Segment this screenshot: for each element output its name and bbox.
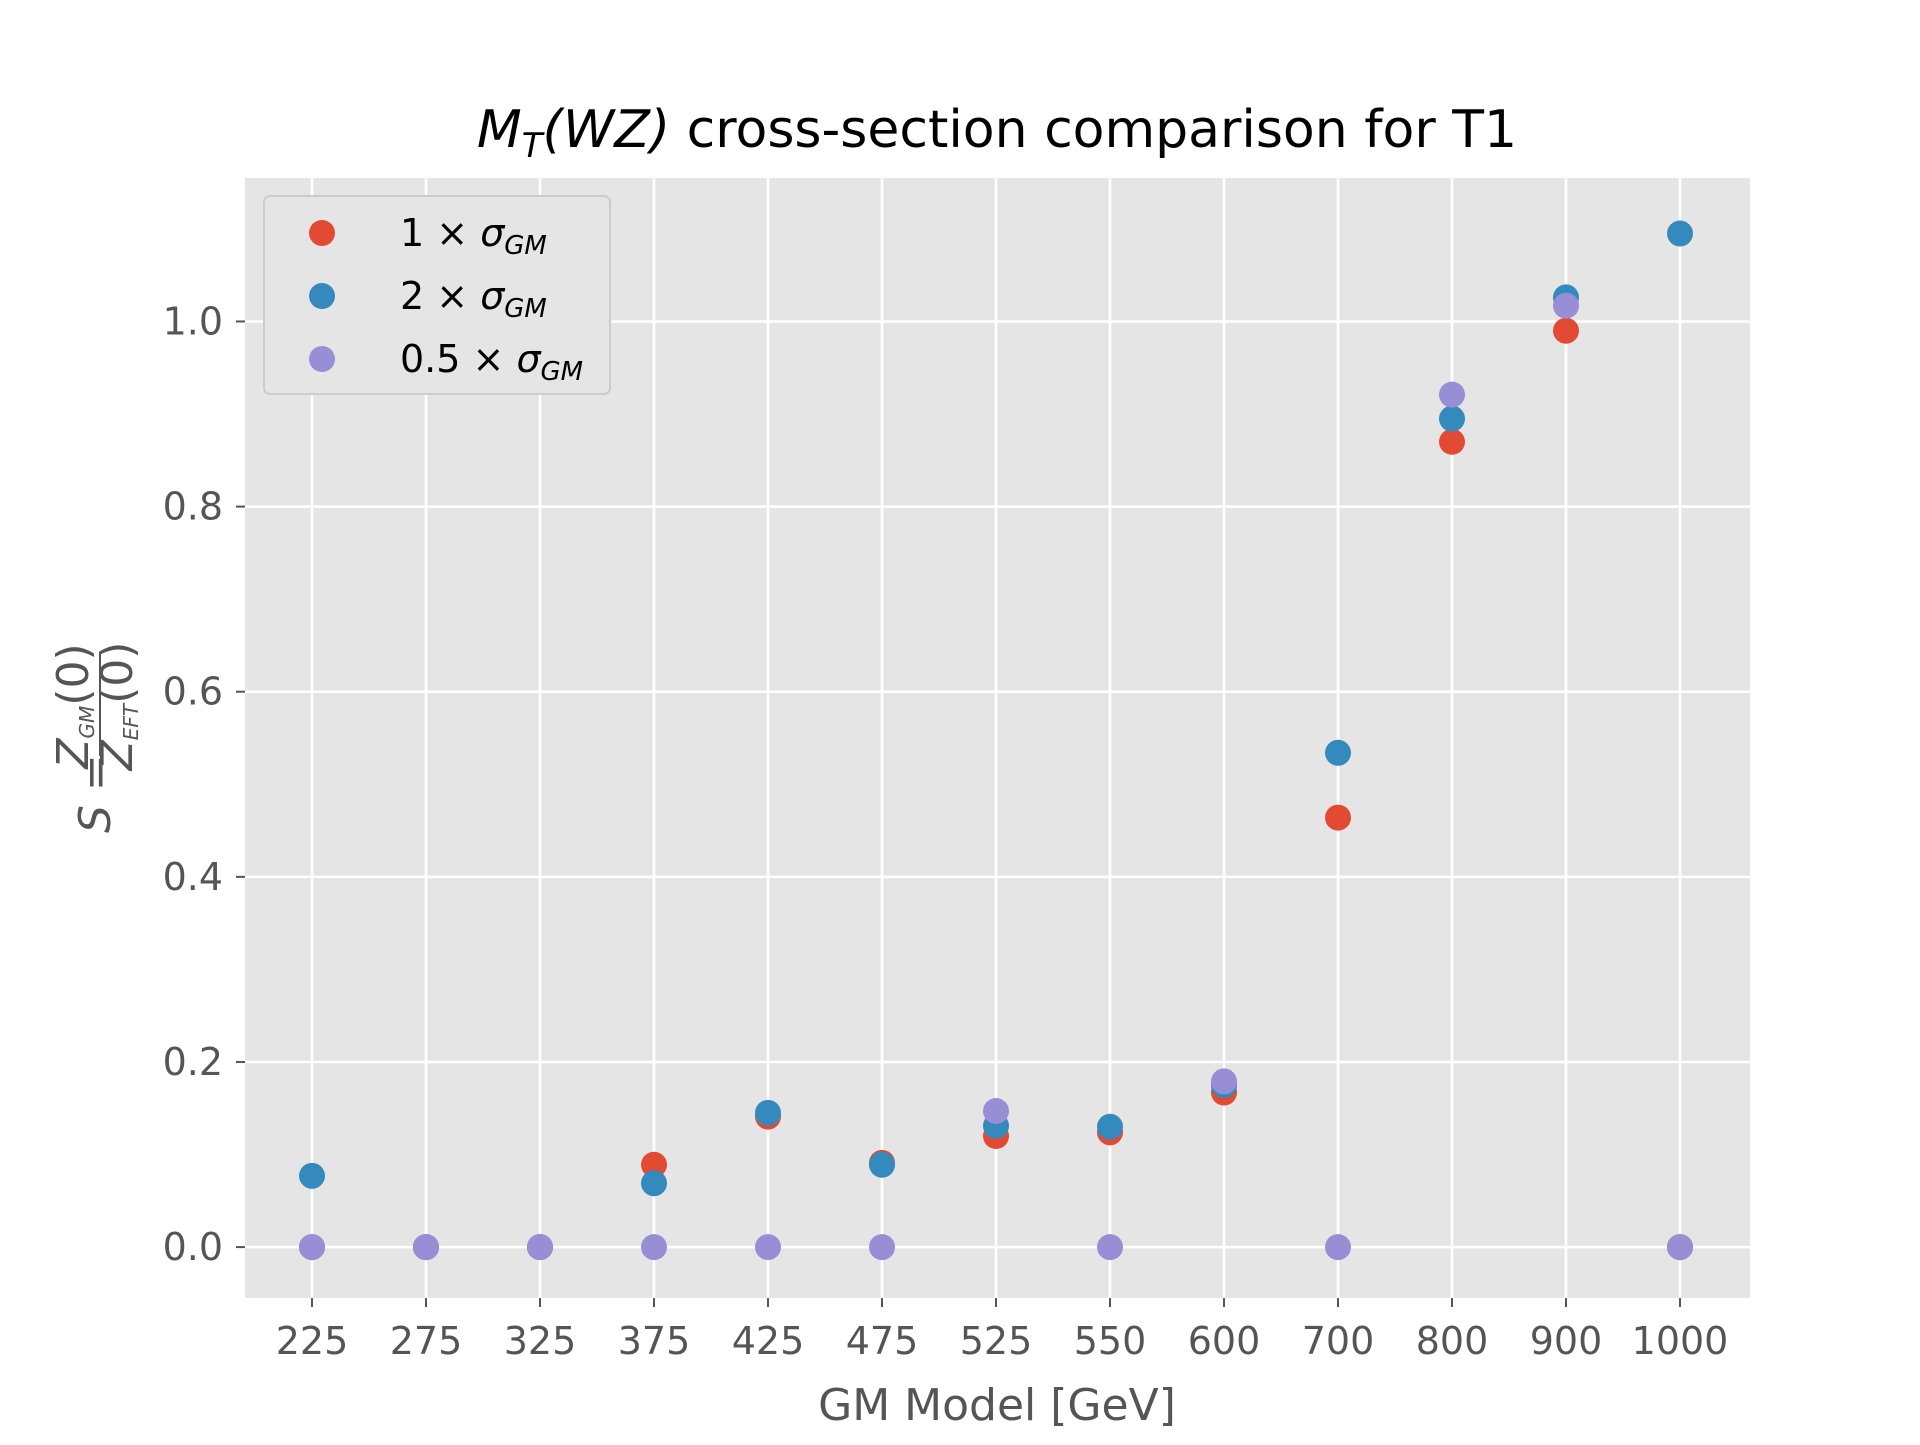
x-tick-label: 425 xyxy=(732,1319,805,1363)
data-point-0-5x xyxy=(755,1234,781,1261)
y-tick-label: 0.2 xyxy=(163,1040,223,1084)
data-point-2x xyxy=(1097,1113,1123,1140)
x-tick-label: 900 xyxy=(1530,1319,1603,1363)
legend-marker-2x xyxy=(309,283,335,309)
data-point-1x xyxy=(1325,804,1351,831)
data-point-0-5x xyxy=(413,1234,439,1261)
data-point-0-5x xyxy=(641,1234,667,1261)
x-tick-label: 700 xyxy=(1302,1319,1375,1363)
data-point-2x xyxy=(299,1162,325,1189)
y-tick-label: 0.0 xyxy=(163,1225,223,1269)
svg-text:1 × σGM: 1 × σGM xyxy=(400,211,547,261)
data-point-0-5x xyxy=(299,1234,325,1261)
x-tick-label: 275 xyxy=(390,1319,463,1363)
svg-text:ZGM(0): ZGM(0) xyxy=(48,643,99,769)
chart-title: MT(WZ) cross-section comparison for T1 xyxy=(477,100,1517,166)
data-point-2x xyxy=(1325,739,1351,766)
x-tick-label: 525 xyxy=(960,1319,1033,1363)
x-tick-label: 325 xyxy=(504,1319,577,1363)
x-tick-label: 600 xyxy=(1188,1319,1261,1363)
data-point-2x xyxy=(1667,220,1693,247)
svg-text:ZEFT(0): ZEFT(0) xyxy=(92,642,143,772)
data-point-0-5x xyxy=(527,1234,553,1261)
legend-entry-0-5x: 0.5 × σGM xyxy=(309,337,583,387)
data-point-1x xyxy=(1439,428,1465,455)
data-point-2x xyxy=(641,1170,667,1197)
legend-box xyxy=(263,195,611,395)
data-point-0-5x xyxy=(983,1098,1009,1125)
legend-marker-1x xyxy=(309,220,335,246)
y-tick-label: 1.0 xyxy=(163,299,223,343)
x-tick-label: 475 xyxy=(846,1319,919,1363)
svg-text:2 × σGM: 2 × σGM xyxy=(400,274,547,324)
svg-text:0.5 × σGM: 0.5 × σGM xyxy=(400,337,583,387)
y-axis-title: S = ZGM(0) ZEFT(0) xyxy=(48,642,143,833)
data-point-1x xyxy=(1553,317,1579,344)
x-tick-label: 550 xyxy=(1074,1319,1147,1363)
data-points xyxy=(299,220,1693,1261)
x-tick-label: 800 xyxy=(1416,1319,1489,1363)
legend: 1 × σGM 2 × σGM 0.5 × σGM xyxy=(263,195,611,395)
tick-labels: 225 275 325 375 425 475 525 550 600 700 800 900 1000… xyxy=(163,299,1729,1363)
x-tick-label: 225 xyxy=(276,1319,349,1363)
data-point-1x xyxy=(641,1151,667,1178)
data-point-0-5x xyxy=(1439,381,1465,408)
data-point-0-5x xyxy=(869,1234,895,1261)
svg-text:S =: S = xyxy=(70,754,121,833)
data-point-2x xyxy=(1439,405,1465,432)
data-point-0-5x xyxy=(1553,292,1579,319)
y-tick-label: 0.6 xyxy=(163,670,223,714)
data-point-2x xyxy=(755,1099,781,1126)
x-axis-title: GM Model [GeV] xyxy=(818,1380,1176,1431)
data-point-0-5x xyxy=(1325,1234,1351,1261)
legend-marker-0-5x xyxy=(309,346,335,372)
legend-entry-2x: 2 × σGM xyxy=(309,274,547,324)
legend-entry-1x: 1 × σGM xyxy=(309,211,547,261)
data-point-0-5x xyxy=(1211,1068,1237,1095)
x-tick-label: 375 xyxy=(618,1319,691,1363)
y-tick-label: 0.8 xyxy=(163,485,223,529)
data-point-0-5x xyxy=(1097,1234,1123,1261)
data-point-2x xyxy=(869,1151,895,1178)
y-tick-label: 0.4 xyxy=(163,855,223,899)
data-point-0-5x xyxy=(1667,1234,1693,1261)
x-tick-label: 1000 xyxy=(1632,1319,1729,1363)
